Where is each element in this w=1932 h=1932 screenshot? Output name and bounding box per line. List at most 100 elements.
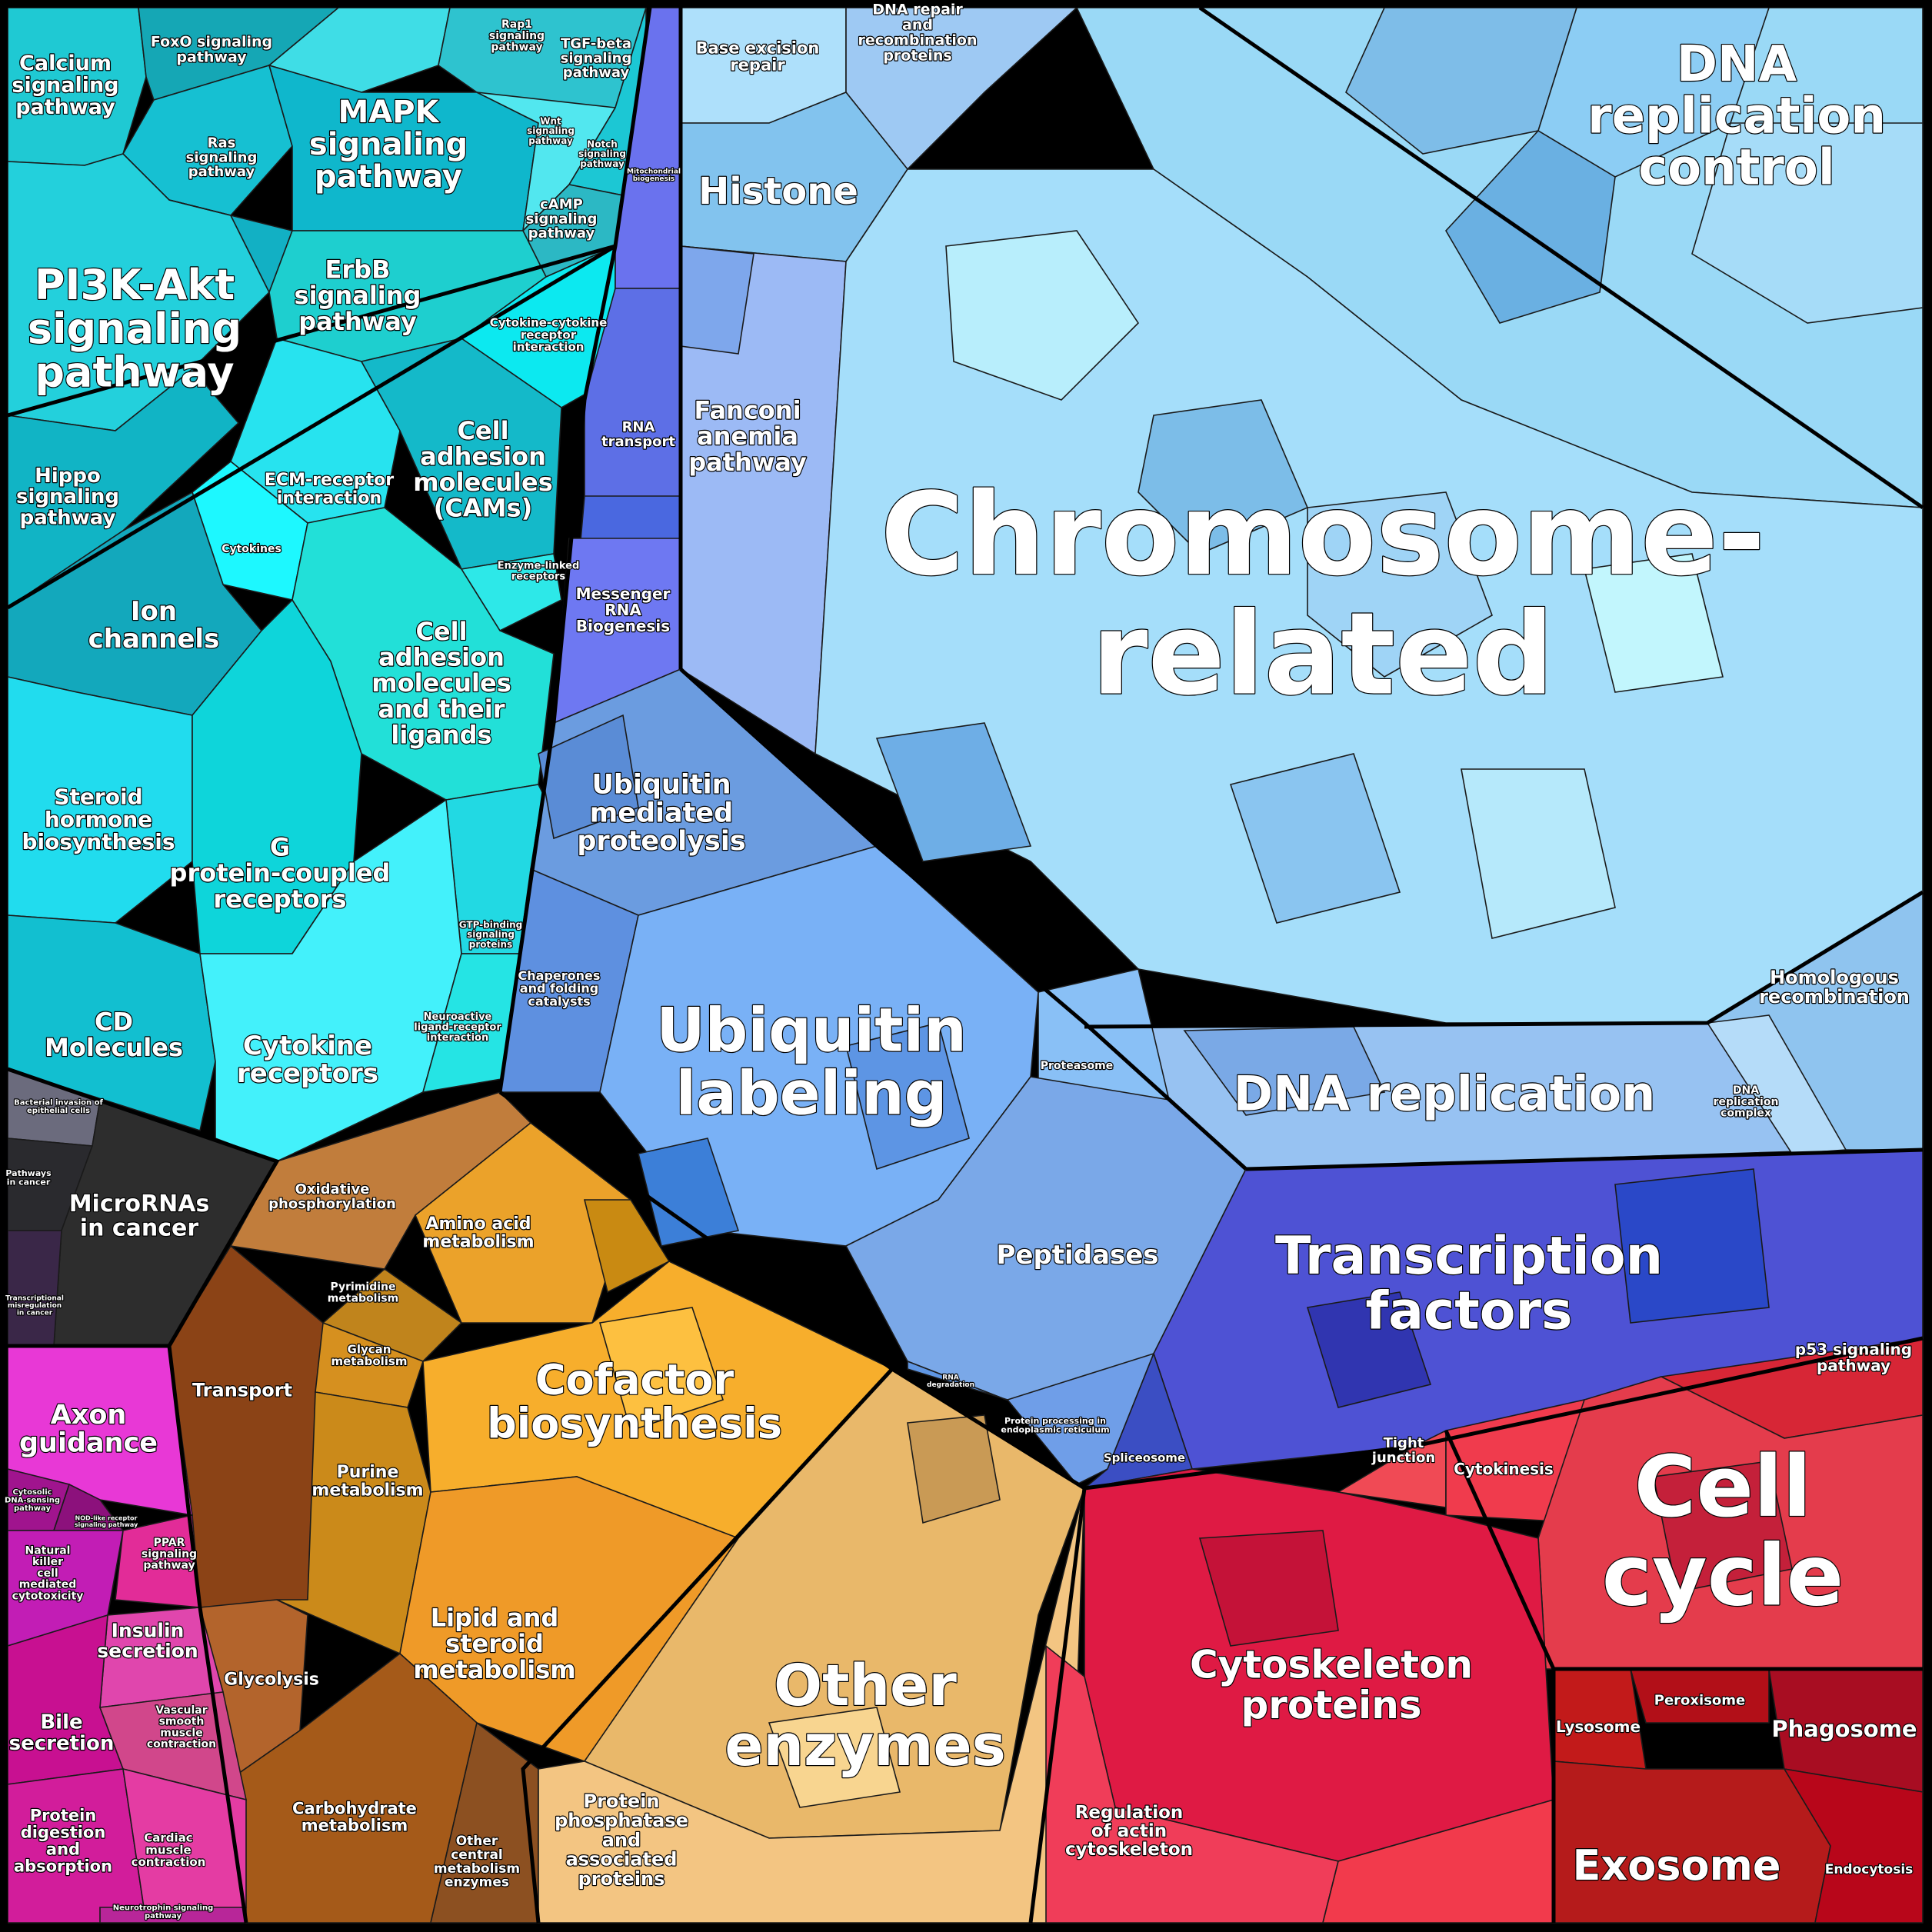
label-rap1: Rap1 signaling pathway <box>489 18 545 53</box>
label-cams: Cell adhesion molecules (CAMs) <box>413 416 552 523</box>
cell-chrom-h <box>1461 768 1616 939</box>
cell-other-enzymes-b <box>907 1414 1001 1524</box>
cell-gpcr <box>192 598 362 954</box>
cell-tf-b <box>1306 1291 1432 1408</box>
label-lysosome: Lysosome <box>1556 1717 1641 1736</box>
labels: Calcium signaling pathway FoxO signaling pa… <box>4 1 1918 1921</box>
label-amino: Amino acid metabolism <box>422 1214 534 1251</box>
label-insulin: Insulin secretion <box>97 1620 198 1662</box>
label-ras: Ras signaling pathway <box>186 135 258 180</box>
cell-cell-cycle-b <box>1653 1461 1793 1593</box>
boundary-transport <box>167 1345 248 1924</box>
cell-chrom-b <box>945 230 1140 401</box>
region-transcription <box>1082 1149 1924 1490</box>
label-ubiquitin: Ubiquitin labeling <box>656 996 967 1128</box>
label-lipid: Lipid and steroid metabolism <box>413 1604 575 1684</box>
label-histone: Histone <box>698 170 858 213</box>
label-rna-deg: RNA degradation <box>927 1374 974 1388</box>
label-cofactor: Cofactor biosynthesis <box>487 1356 782 1448</box>
boundary-metab-enzymes <box>521 1367 894 1924</box>
label-cardiac: Cardiac muscle contraction <box>132 1831 206 1870</box>
label-gtp: GTP-binding signaling proteins <box>459 920 522 950</box>
cell-dna-rep-b <box>1183 1026 1386 1116</box>
label-p53: p53 signaling pathway <box>1795 1341 1912 1375</box>
cell-ubiquitin-c <box>638 1138 740 1247</box>
label-cytokine-receptors: Cytokine receptors <box>237 1031 378 1089</box>
label-dna-replication: DNA replication <box>1234 1066 1656 1122</box>
label-carbohydrate: Carbohydrate metabolism <box>292 1799 417 1834</box>
label-pathways-cancer: Pathways in cancer <box>5 1168 52 1188</box>
label-cam-ligands: Cell adhesion molecules and their ligands <box>371 617 511 749</box>
cell-cytoskeleton-b <box>1198 1530 1339 1647</box>
label-phosphatase: Protein phosphatase and associated proteins <box>555 1790 688 1890</box>
label-fanconi: Fanconi anemia pathway <box>688 396 807 477</box>
label-vascular: Vascular smooth muscle contraction <box>147 1704 216 1750</box>
label-endocytosis: Endocytosis <box>1825 1862 1914 1877</box>
boundary-enzymes-cellular <box>1028 1487 1087 1924</box>
label-enzyme-linked: Enzyme-linked receptors <box>498 561 580 583</box>
label-cytosolic-dna: Cytosolic DNA-sensing pathway <box>5 1488 60 1513</box>
label-glycan: Glycan metabolism <box>331 1342 408 1368</box>
cell-cofactor-b <box>598 1307 724 1432</box>
label-base-excision: Base excision repair <box>696 38 820 74</box>
boundary-chrom-ubiq <box>679 668 1247 1171</box>
cell-chrom-g <box>1229 753 1401 924</box>
region-metabolism <box>168 1091 894 1924</box>
label-chromosome: Chromosome-related <box>881 468 1765 720</box>
label-foxo: FoxO signaling pathway <box>151 34 272 66</box>
boundary-dna-rep <box>1084 890 1924 1029</box>
label-axon: Axon guidance <box>19 1400 158 1459</box>
label-homologous: Homologous recombination <box>1759 967 1910 1008</box>
label-ecm: ECM-receptor interaction <box>265 471 394 508</box>
label-exosome: Exosome <box>1573 1841 1781 1890</box>
cell-misreg <box>7 1230 62 1347</box>
label-glycolysis: Glycolysis <box>224 1671 319 1690</box>
boundary-tf-top <box>1245 1148 1924 1171</box>
cell-chrom-d <box>1307 491 1493 678</box>
label-mrna: Messenger RNA Biogenesis <box>576 585 671 635</box>
label-cytokinesis: Cytokinesis <box>1454 1460 1554 1478</box>
label-neuroactive: Neuroactive ligand-receptor interaction <box>414 1011 501 1044</box>
cell-drc-e <box>1691 122 1924 324</box>
cell-other-enzymes-c <box>768 1707 901 1808</box>
label-mito: Mitochondrial biogenesis <box>627 168 681 182</box>
region-nucleic <box>553 7 681 724</box>
label-notch: Notch signaling pathway <box>578 139 626 169</box>
label-mapk: MAPK signaling pathway <box>309 95 468 195</box>
label-cytokine-int: Cytokine-cytokine receptor interaction <box>490 316 608 355</box>
label-ion: Ion channels <box>88 596 220 655</box>
label-cytoskeleton: Cytoskeleton proteins <box>1190 1642 1473 1727</box>
boundary-signaling-nucleic <box>498 7 652 1093</box>
label-tgf: TGF-beta signaling pathway <box>561 35 632 81</box>
region-chromosome <box>680 7 1924 1170</box>
label-ppar: PPAR signaling pathway <box>142 1537 197 1571</box>
cell-chrom-e <box>1584 553 1724 693</box>
region-signaling <box>7 7 648 1162</box>
cell-dna-complex <box>1706 1014 1847 1154</box>
label-nod: NOD-like receptor signaling pathway <box>75 1515 138 1528</box>
cell-chrom-f <box>875 722 1032 862</box>
region-cellular <box>1045 1337 1924 1924</box>
label-cell-cycle: Cell cycle <box>1602 1437 1844 1625</box>
label-wnt: Wnt signaling pathway <box>527 116 575 146</box>
boundary-tf-bottom <box>1084 1336 1924 1491</box>
region-cancer <box>7 1068 278 1347</box>
label-tight: Tight junction <box>1371 1435 1435 1466</box>
boundary-signaling-pi3k <box>7 244 616 418</box>
label-dna-complex: DNA replication complex <box>1714 1084 1779 1119</box>
label-tf: Transcription factors <box>1275 1226 1663 1341</box>
label-phagosome: Phagosome <box>1771 1716 1917 1742</box>
boundary-cancer-top <box>7 1067 280 1348</box>
label-misreg: Transcriptional misregulation in cancer <box>5 1295 64 1317</box>
label-hippo: Hippo signaling pathway <box>16 465 119 530</box>
label-peptidases: Peptidases <box>996 1240 1158 1271</box>
label-bacterial: Bacterial invasion of epithelial cells <box>14 1098 103 1115</box>
label-er-processing: Protein processing in endoplasmic reticul… <box>1001 1416 1109 1435</box>
boundary-drc <box>1198 5 1924 510</box>
label-other-central: Other central metabolism enzymes <box>434 1834 520 1890</box>
label-proteasome: Proteasome <box>1041 1060 1113 1072</box>
